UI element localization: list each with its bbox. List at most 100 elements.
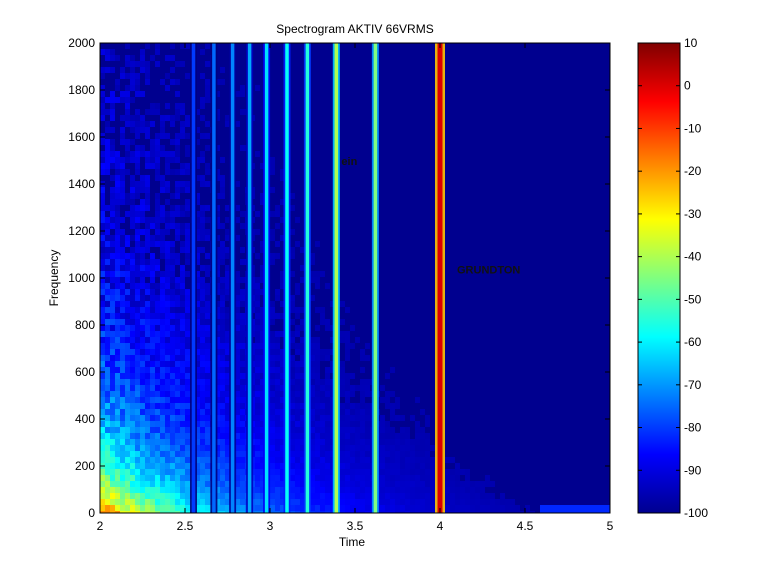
heatmap-cell <box>165 307 170 313</box>
heatmap-cell <box>105 223 110 229</box>
heatmap-cell <box>140 277 145 283</box>
heatmap-cell <box>175 133 180 139</box>
heatmap-cell <box>115 487 120 493</box>
heatmap-cell <box>200 493 205 499</box>
heatmap-cell <box>150 337 155 343</box>
heatmap-cell <box>160 229 165 235</box>
heatmap-cell <box>235 361 240 367</box>
heatmap-cell <box>215 493 220 499</box>
heatmap-cell <box>220 289 225 295</box>
heatmap-cell <box>295 499 300 505</box>
heatmap-cell <box>595 505 600 511</box>
heatmap-cell <box>120 499 125 505</box>
heatmap-cell <box>145 199 150 205</box>
heatmap-cell <box>195 325 200 331</box>
heatmap-cell <box>100 391 105 397</box>
heatmap-cell <box>360 385 365 391</box>
heatmap-cell <box>180 277 185 283</box>
heatmap-cell <box>160 487 165 493</box>
heatmap-cell <box>120 487 125 493</box>
heatmap-cell <box>225 313 230 319</box>
heatmap-cell <box>175 145 180 151</box>
heatmap-cell <box>195 505 200 511</box>
heatmap-cell <box>120 415 125 421</box>
heatmap-cell <box>220 241 225 247</box>
heatmap-cell <box>185 373 190 379</box>
heatmap-cell <box>255 511 260 513</box>
heatmap-cell <box>180 163 185 169</box>
heatmap-cell <box>315 337 320 343</box>
heatmap-cell <box>270 415 275 421</box>
heatmap-cell <box>160 331 165 337</box>
heatmap-cell <box>240 433 245 439</box>
heatmap-cell <box>155 301 160 307</box>
heatmap-cell <box>160 409 165 415</box>
heatmap-cell <box>140 403 145 409</box>
heatmap-cell <box>340 493 345 499</box>
heatmap-cell <box>460 511 465 513</box>
heatmap-cell <box>100 313 105 319</box>
heatmap-cell <box>170 331 175 337</box>
heatmap-cell <box>275 463 280 469</box>
heatmap-cell <box>235 301 240 307</box>
heatmap-cell <box>110 385 115 391</box>
heatmap-cell <box>165 337 170 343</box>
heatmap-cell <box>255 445 260 451</box>
heatmap-cell <box>325 469 330 475</box>
heatmap-cell <box>280 277 285 283</box>
heatmap-cell <box>150 403 155 409</box>
heatmap-cell <box>215 283 220 289</box>
heatmap-cell <box>100 223 105 229</box>
heatmap-cell <box>455 505 460 511</box>
heatmap-cell <box>170 121 175 127</box>
heatmap-cell <box>150 475 155 481</box>
heatmap-cell <box>145 43 150 49</box>
heatmap-cell <box>300 373 305 379</box>
heatmap-cell <box>255 493 260 499</box>
heatmap-cell <box>200 265 205 271</box>
heatmap-cell <box>480 499 485 505</box>
heatmap-cell <box>185 307 190 313</box>
heatmap-cell <box>200 367 205 373</box>
heatmap-cell <box>195 499 200 505</box>
heatmap-cell <box>130 271 135 277</box>
heatmap-cell <box>400 427 405 433</box>
heatmap-cell <box>180 325 185 331</box>
heatmap-cell <box>205 493 210 499</box>
heatmap-cell <box>160 325 165 331</box>
colorbar-tick-label: -20 <box>684 164 702 178</box>
y-tick-label: 1400 <box>68 177 95 191</box>
heatmap-cell <box>145 343 150 349</box>
heatmap-cell <box>175 505 180 511</box>
heatmap-cell <box>240 85 245 91</box>
heatmap-cell <box>205 505 210 511</box>
heatmap-cell <box>280 217 285 223</box>
heatmap-cell <box>155 421 160 427</box>
heatmap-cell <box>340 373 345 379</box>
heatmap-cell <box>330 421 335 427</box>
heatmap-cell <box>105 433 110 439</box>
heatmap-cell <box>140 67 145 73</box>
heatmap-cell <box>240 487 245 493</box>
heatmap-cell <box>120 169 125 175</box>
heatmap-cell <box>365 403 370 409</box>
heatmap-cell <box>505 499 510 505</box>
heatmap-cell <box>130 283 135 289</box>
heatmap-cell <box>160 511 165 513</box>
heatmap-cell <box>300 367 305 373</box>
heatmap-cell <box>170 451 175 457</box>
heatmap-cell <box>135 253 140 259</box>
heatmap-cell <box>140 487 145 493</box>
heatmap-cell <box>205 385 210 391</box>
heatmap-cell <box>275 409 280 415</box>
heatmap-cell <box>400 451 405 457</box>
heatmap-cell <box>415 511 420 513</box>
heatmap-cell <box>260 403 265 409</box>
heatmap-cell <box>175 337 180 343</box>
heatmap-cell <box>130 295 135 301</box>
heatmap-cell <box>170 265 175 271</box>
heatmap-cell <box>120 187 125 193</box>
heatmap-cell <box>110 235 115 241</box>
heatmap-cell <box>380 439 385 445</box>
heatmap-cell <box>290 373 295 379</box>
